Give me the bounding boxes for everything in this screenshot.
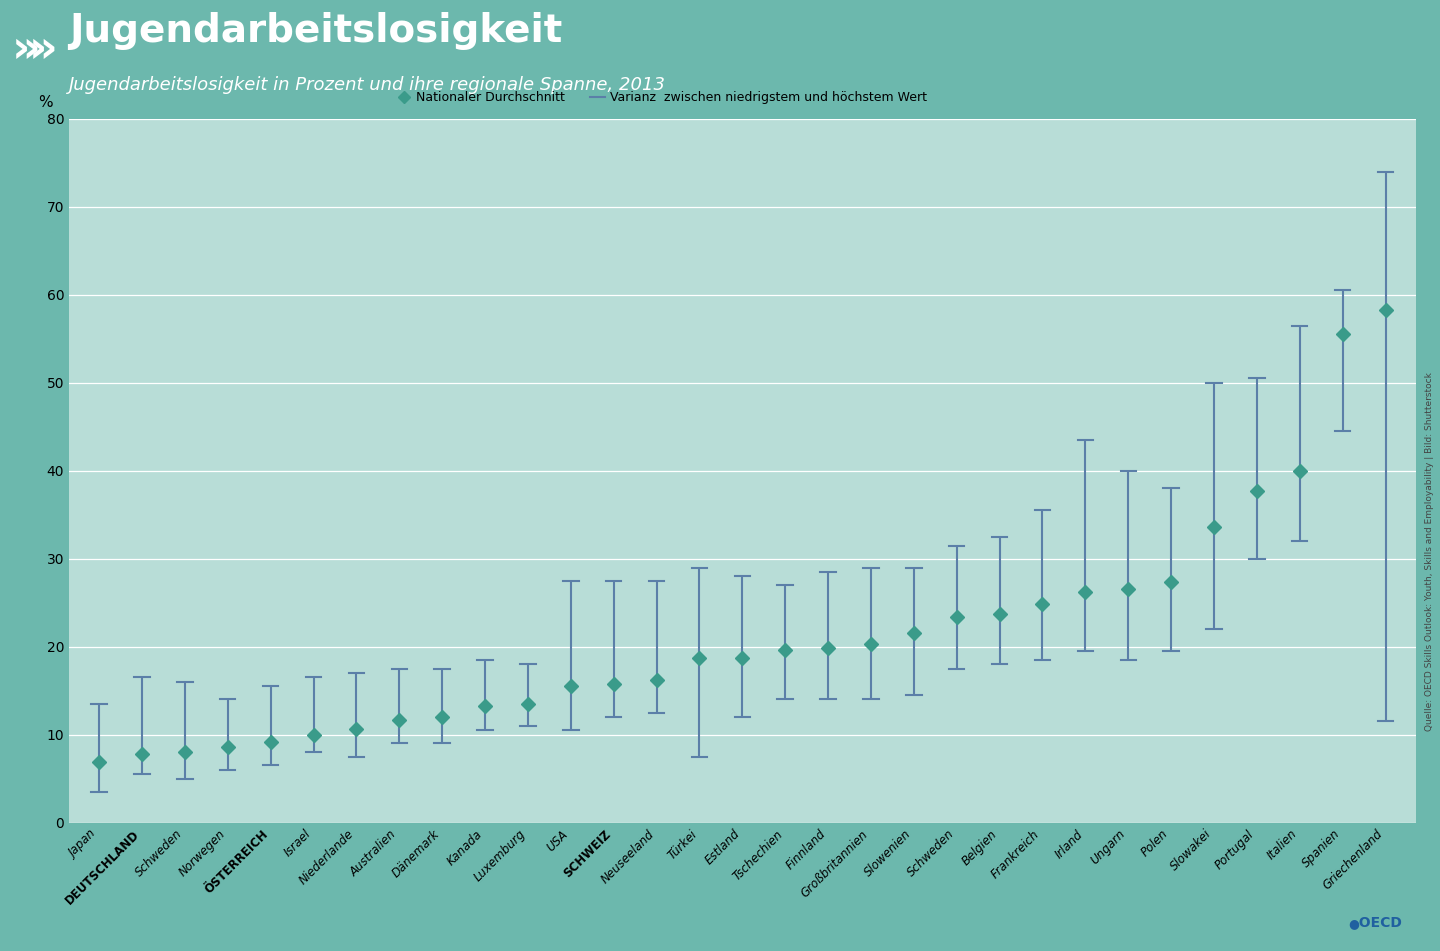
Text: ●: ● [1348,917,1359,930]
Text: Quelle: OECD Skills Outlook: Youth, Skills and Employability | Bild: Shutterstoc: Quelle: OECD Skills Outlook: Youth, Skil… [1426,372,1434,731]
Text: OECD: OECD [1349,916,1401,930]
Text: Jugendarbeitslosigkeit in Prozent und ihre regionale Spanne, 2013: Jugendarbeitslosigkeit in Prozent und ih… [69,76,667,94]
Legend: Nationaler Durchschnitt, Varianz  zwischen niedrigstem und höchstem Wert: Nationaler Durchschnitt, Varianz zwische… [392,87,932,109]
Text: Jugendarbeitslosigkeit: Jugendarbeitslosigkeit [69,11,563,49]
Text: »: » [12,28,40,70]
Text: »: » [29,28,58,70]
Text: %: % [39,95,53,110]
